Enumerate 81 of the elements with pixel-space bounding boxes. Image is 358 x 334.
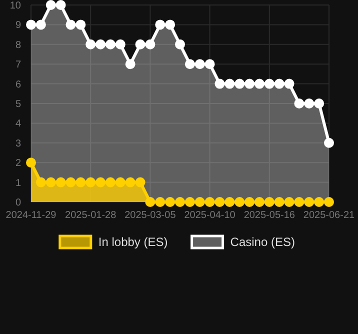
point	[86, 39, 96, 50]
x-tick-label: 2025-04-10	[184, 210, 236, 221]
x-tick-label: 2025-05-16	[244, 210, 296, 221]
point	[314, 98, 324, 108]
point	[36, 20, 46, 30]
point	[96, 39, 106, 50]
point	[244, 78, 255, 89]
point	[36, 177, 46, 188]
y-tick-label: 3	[15, 138, 22, 150]
point	[66, 20, 76, 30]
point	[314, 197, 324, 207]
y-tick-label: 8	[15, 40, 22, 51]
y-tick-label: 6	[15, 79, 22, 90]
point	[204, 59, 215, 70]
x-tick-label: 2025-03-05	[124, 210, 176, 221]
point	[274, 78, 284, 89]
point	[145, 197, 156, 207]
y-tick-label: 4	[15, 118, 22, 130]
y-tick-label: 0	[15, 198, 22, 208]
y-tick-label: 9	[15, 20, 22, 32]
point	[264, 78, 274, 89]
y-tick-label: 1	[15, 178, 22, 189]
point	[115, 39, 126, 50]
point	[194, 197, 205, 207]
point	[194, 59, 205, 70]
point	[66, 177, 76, 188]
point	[76, 177, 86, 188]
point	[294, 197, 304, 207]
y-tick-label: 7	[15, 60, 22, 71]
point	[294, 98, 304, 108]
point	[56, 0, 66, 10]
point	[26, 20, 36, 30]
point	[324, 197, 334, 207]
point	[264, 197, 274, 207]
point	[304, 98, 314, 108]
x-tick-label: 2025-06-21	[303, 210, 356, 221]
point	[125, 59, 136, 70]
point	[96, 177, 106, 188]
point	[125, 177, 136, 188]
point	[234, 197, 245, 207]
y-tick-label: 2	[15, 158, 22, 170]
y-tick-label: 5	[15, 99, 22, 110]
point	[76, 20, 86, 30]
point	[155, 197, 166, 207]
point	[165, 20, 176, 30]
x-tick-label: 2024-11-29	[6, 210, 57, 221]
x-tick-label: 2025-01-28	[65, 210, 117, 221]
point	[135, 39, 146, 50]
point	[56, 177, 66, 188]
point	[304, 197, 314, 207]
point	[165, 197, 176, 207]
point	[175, 197, 185, 207]
point	[234, 78, 245, 89]
point	[184, 197, 195, 207]
point	[214, 197, 225, 207]
point	[284, 78, 294, 89]
point	[175, 39, 185, 50]
point	[324, 138, 334, 148]
point	[46, 0, 56, 10]
point	[26, 158, 36, 168]
point	[105, 39, 116, 50]
legend-label: Casino (ES)	[230, 235, 295, 250]
point	[86, 177, 96, 188]
point	[145, 39, 156, 50]
legend-label: In lobby (ES)	[98, 235, 168, 250]
point	[155, 20, 166, 30]
point	[105, 177, 116, 188]
point	[224, 197, 235, 207]
point	[115, 177, 126, 188]
point	[204, 197, 215, 207]
point	[254, 197, 264, 207]
point	[224, 78, 235, 89]
point	[135, 177, 146, 188]
point	[284, 197, 294, 207]
y-tick-label: 10	[10, 0, 22, 12]
point	[184, 59, 195, 70]
point	[274, 197, 284, 207]
point	[46, 177, 56, 188]
point	[244, 197, 255, 207]
point	[254, 78, 264, 89]
point	[214, 78, 225, 89]
